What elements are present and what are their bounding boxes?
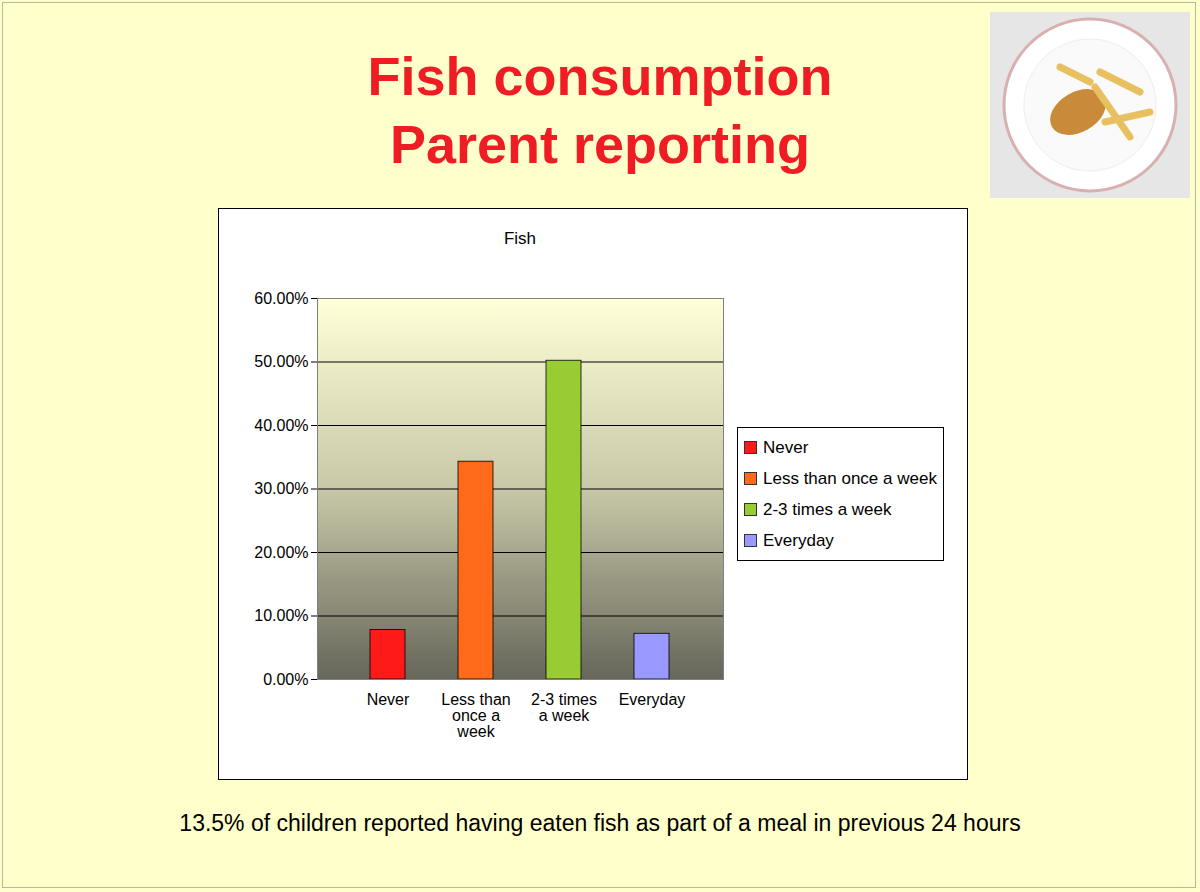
- svg-text:30.00%: 30.00%: [254, 480, 308, 497]
- svg-text:20.00%: 20.00%: [254, 544, 308, 561]
- svg-text:10.00%: 10.00%: [254, 607, 308, 624]
- svg-text:60.00%: 60.00%: [254, 290, 308, 307]
- svg-text:0.00%: 0.00%: [263, 671, 308, 688]
- html-text:Fish: Fish: [503, 229, 537, 248]
- html-text:Less than once a week: Less than once a week: [763, 468, 937, 488]
- svg-text:Everyday: Everyday: [619, 691, 686, 708]
- html-text:Everyday: Everyday: [763, 530, 834, 550]
- svg-text:40.00%: 40.00%: [254, 417, 308, 434]
- svg-text:Less thanonce aweek: Less thanonce aweek: [441, 691, 510, 740]
- html-text:2-3 times a week: 2-3 times a week: [763, 499, 892, 519]
- html-text:Fish consumption: Fish consumption: [367, 46, 833, 106]
- svg-text:Never: Never: [367, 691, 410, 708]
- svg-text:2-3 timesa week: 2-3 timesa week: [531, 691, 597, 724]
- html-text:Parent reporting: Parent reporting: [390, 114, 810, 174]
- svg-text:50.00%: 50.00%: [254, 353, 308, 370]
- html-text:13.5% of children reported hav: 13.5% of children reported having eaten …: [179, 810, 1021, 836]
- html-text:Never: Never: [763, 437, 809, 457]
